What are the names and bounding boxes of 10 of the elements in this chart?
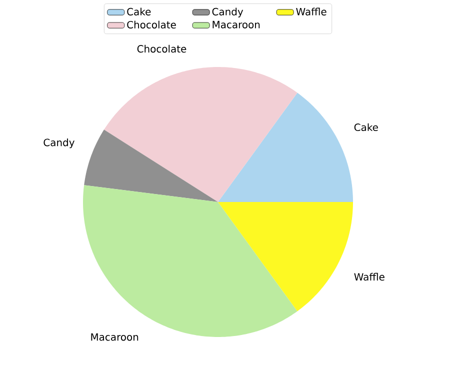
slice-label: Macaroon [91,333,138,341]
slice-label: Waffle [354,272,384,281]
legend-label: Chocolate [127,20,176,28]
slice-label: Chocolate [137,44,186,53]
legend-label: Candy [212,8,244,18]
legend-label: Macaroon [212,20,260,28]
slice-label: Candy [44,138,74,148]
slice-label: Cake [354,123,378,132]
legend-label: Waffle [296,8,326,16]
legend-label: Cake [127,8,151,16]
